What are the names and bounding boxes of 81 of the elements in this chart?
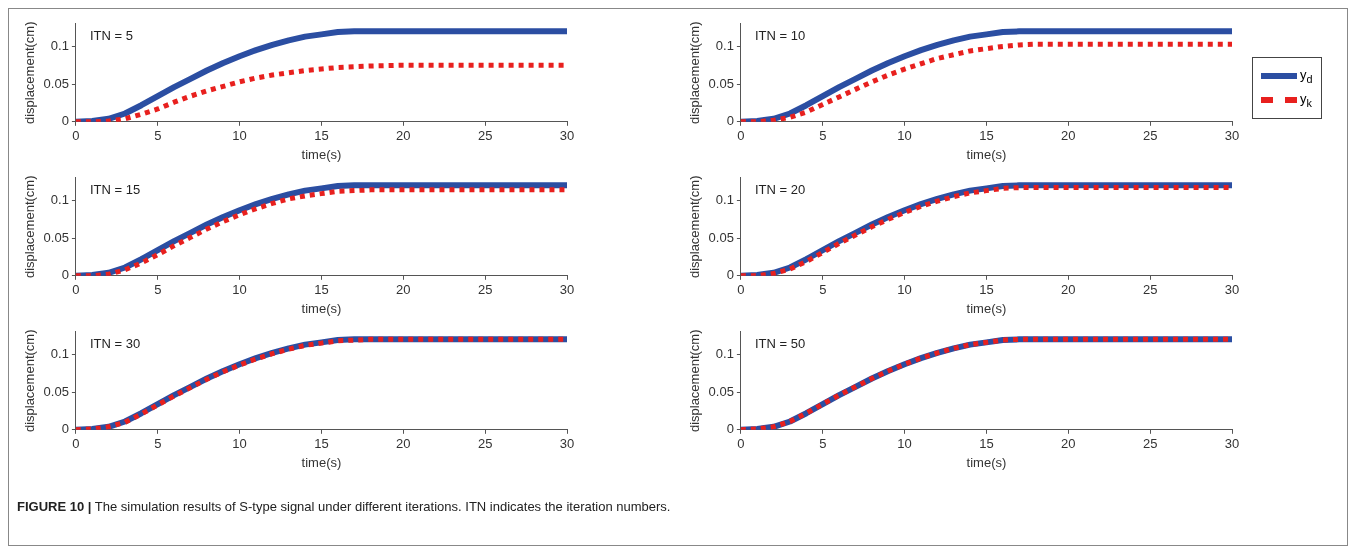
- y-tick-label: 0.1: [715, 345, 734, 361]
- x-tick-label: 30: [1224, 436, 1240, 452]
- x-axis-title: time(s): [301, 300, 342, 316]
- annotation: ITN = 20: [754, 181, 806, 197]
- x-tick-label: 30: [559, 436, 575, 452]
- x-tick-label: 10: [897, 128, 912, 144]
- x-tick-label: 25: [477, 436, 493, 452]
- x-tick-label: 15: [979, 282, 994, 298]
- y-axis-title: displacement(cm): [687, 175, 703, 279]
- x-tick-label: 30: [559, 282, 575, 298]
- legend-label: y$_{d}$: [1300, 67, 1313, 85]
- x-tick-label: 20: [396, 128, 411, 144]
- x-tick-label: 5: [154, 128, 162, 144]
- x-tick-label: 10: [232, 282, 247, 298]
- x-tick-label: 0: [737, 282, 745, 298]
- y-tick-label: 0: [61, 421, 69, 437]
- annotation: ITN = 30: [89, 335, 141, 351]
- y-tick-label: 0: [61, 113, 69, 129]
- x-tick-label: 20: [1061, 282, 1076, 298]
- x-tick-label: 10: [232, 436, 247, 452]
- x-tick-label: 25: [477, 282, 493, 298]
- x-tick-label: 20: [1061, 436, 1076, 452]
- x-tick-label: 20: [396, 436, 411, 452]
- x-tick-label: 15: [314, 436, 329, 452]
- x-tick-label: 25: [1142, 128, 1158, 144]
- y-tick-label: 0.05: [708, 75, 734, 91]
- x-tick-label: 10: [232, 128, 247, 144]
- y-axis-title: displacement(cm): [22, 175, 38, 279]
- annotation: ITN = 15: [89, 181, 141, 197]
- annotation: ITN = 50: [754, 335, 806, 351]
- y-tick-label: 0.05: [43, 383, 69, 399]
- y-axis-title: displacement(cm): [22, 329, 38, 433]
- x-tick-label: 5: [819, 436, 827, 452]
- x-tick-label: 25: [477, 128, 493, 144]
- y-tick-label: 0.1: [50, 345, 69, 361]
- y-axis-title: displacement(cm): [687, 21, 703, 125]
- x-tick-label: 0: [737, 436, 745, 452]
- caption: FIGURE 10 | The simulation results of S-type signal under different iterations. ITN indicates the iteration numbers.: [17, 499, 672, 514]
- y-tick-label: 0.1: [715, 191, 734, 207]
- annotation: ITN = 5: [89, 27, 133, 43]
- x-tick-label: 0: [72, 282, 80, 298]
- x-tick-label: 15: [314, 128, 329, 144]
- annotation: ITN = 10: [754, 27, 806, 43]
- x-tick-label: 15: [979, 128, 994, 144]
- y-tick-label: 0.05: [708, 229, 734, 245]
- x-tick-label: 30: [1224, 282, 1240, 298]
- x-tick-label: 15: [314, 282, 329, 298]
- x-tick-label: 25: [1142, 282, 1158, 298]
- x-tick-label: 25: [1142, 436, 1158, 452]
- y-axis-title: displacement(cm): [22, 21, 38, 125]
- y-tick-label: 0.05: [708, 383, 734, 399]
- x-axis-title: time(s): [301, 146, 342, 162]
- x-axis-title: time(s): [301, 454, 342, 470]
- x-tick-label: 15: [979, 436, 994, 452]
- y-tick-label: 0.1: [50, 191, 69, 207]
- y-axis-title: displacement(cm): [687, 329, 703, 433]
- x-tick-label: 0: [72, 128, 80, 144]
- y-tick-label: 0: [61, 267, 69, 283]
- x-tick-label: 30: [1224, 128, 1240, 144]
- x-tick-label: 20: [1061, 128, 1076, 144]
- y-tick-label: 0: [726, 267, 734, 283]
- legend-label: y$_{k}$: [1300, 91, 1312, 109]
- x-tick-label: 5: [154, 282, 162, 298]
- x-tick-label: 5: [819, 282, 827, 298]
- x-axis-title: time(s): [966, 300, 1007, 316]
- y-tick-label: 0.05: [43, 75, 69, 91]
- y-tick-label: 0.1: [715, 37, 734, 53]
- y-tick-label: 0.05: [43, 229, 69, 245]
- x-tick-label: 30: [559, 128, 575, 144]
- y-tick-label: 0: [726, 421, 734, 437]
- y-tick-label: 0.1: [50, 37, 69, 53]
- x-tick-label: 0: [72, 436, 80, 452]
- x-tick-label: 5: [819, 128, 827, 144]
- x-tick-label: 5: [154, 436, 162, 452]
- y-tick-label: 0: [726, 113, 734, 129]
- x-tick-label: 0: [737, 128, 745, 144]
- x-tick-label: 10: [897, 436, 912, 452]
- x-tick-label: 20: [396, 282, 411, 298]
- x-axis-title: time(s): [966, 146, 1007, 162]
- x-tick-label: 10: [897, 282, 912, 298]
- x-axis-title: time(s): [966, 454, 1007, 470]
